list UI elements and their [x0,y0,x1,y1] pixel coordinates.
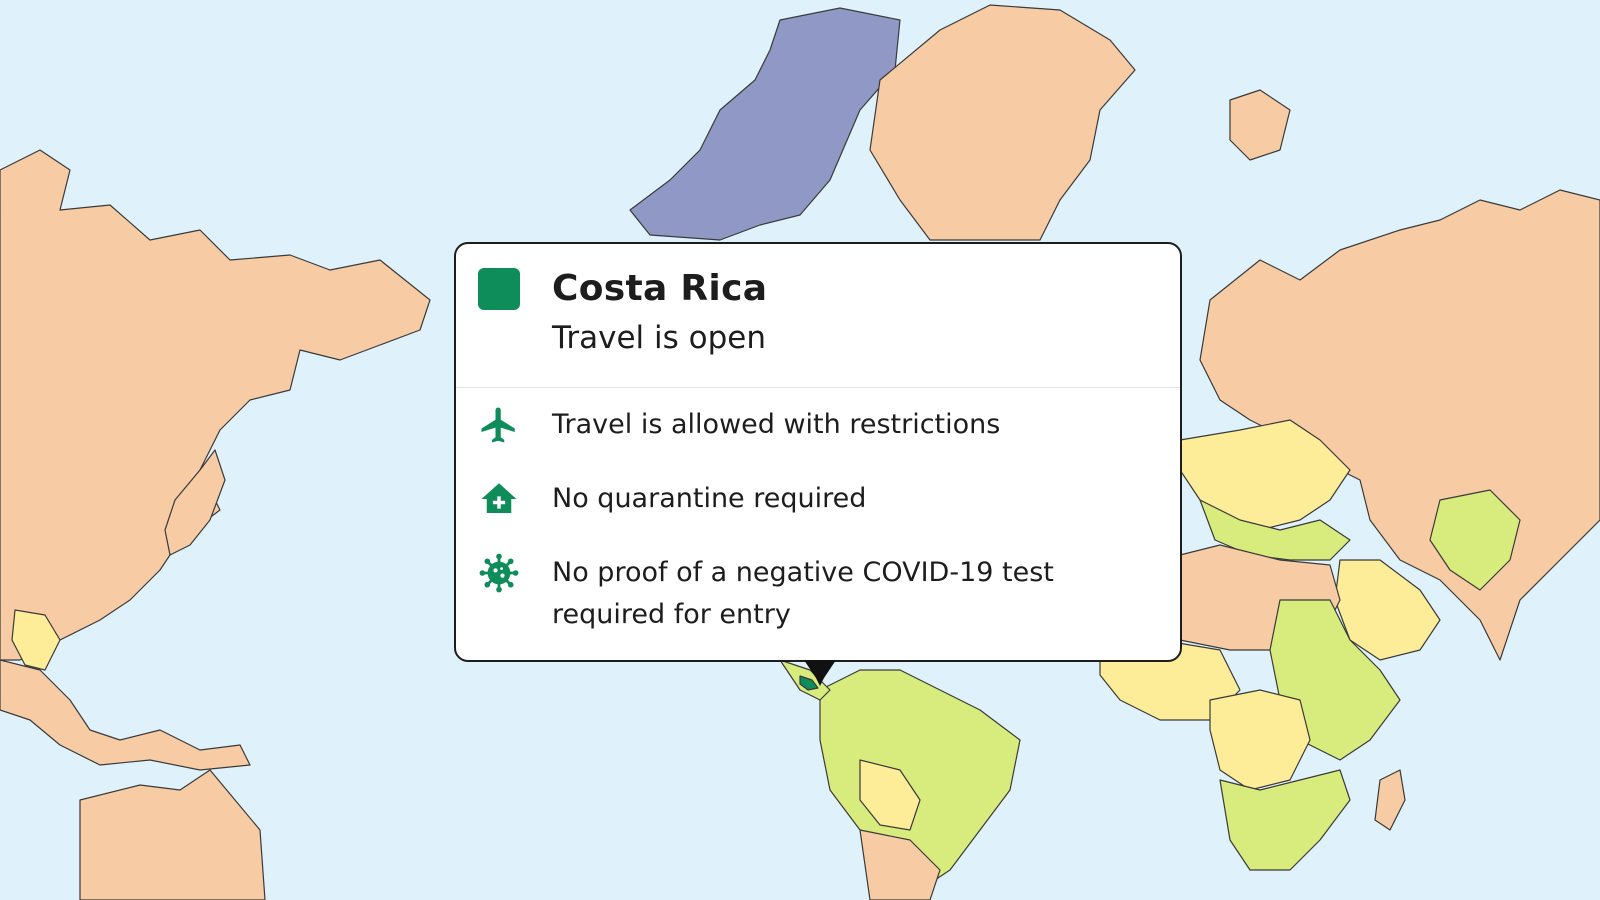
region-asia-west[interactable] [0,149,431,661]
region-greenland[interactable] [869,4,1136,241]
region-australia[interactable] [79,769,266,900]
region-europe-south[interactable] [1199,499,1351,561]
region-costa-rica[interactable] [799,675,819,691]
restriction-text: Travel is allowed with restrictions [552,409,1001,440]
region-arabia[interactable] [1334,559,1441,661]
region-central-africa[interactable] [1209,689,1311,791]
region-central-asia[interactable] [1429,489,1521,591]
travel-status: Travel is open [552,320,766,356]
region-south-africa[interactable] [1219,769,1351,871]
popup-header: Costa Rica Travel is open [456,244,1180,388]
country-info-popup: Costa Rica Travel is open Travel is allo… [454,242,1182,662]
region-se-asia[interactable] [0,659,251,771]
region-peru-bolivia[interactable] [859,759,921,831]
region-madagascar[interactable] [1374,769,1406,831]
popup-pointer [804,660,836,686]
country-name: Costa Rica [552,268,768,309]
covid-test-text: No proof of a negative COVID-19 test req… [552,557,1054,630]
house-medical-icon [481,483,517,513]
region-south-america-south[interactable] [859,829,941,900]
region-scandinavia[interactable] [1229,89,1291,161]
airplane-icon [481,407,515,443]
region-thailand[interactable] [11,609,61,671]
region-japan[interactable] [164,449,226,556]
region-arctic-islands[interactable] [629,7,901,241]
quarantine-text: No quarantine required [552,483,867,514]
virus-icon [479,553,519,593]
status-color-swatch [478,268,520,310]
region-europe[interactable] [1179,419,1351,531]
